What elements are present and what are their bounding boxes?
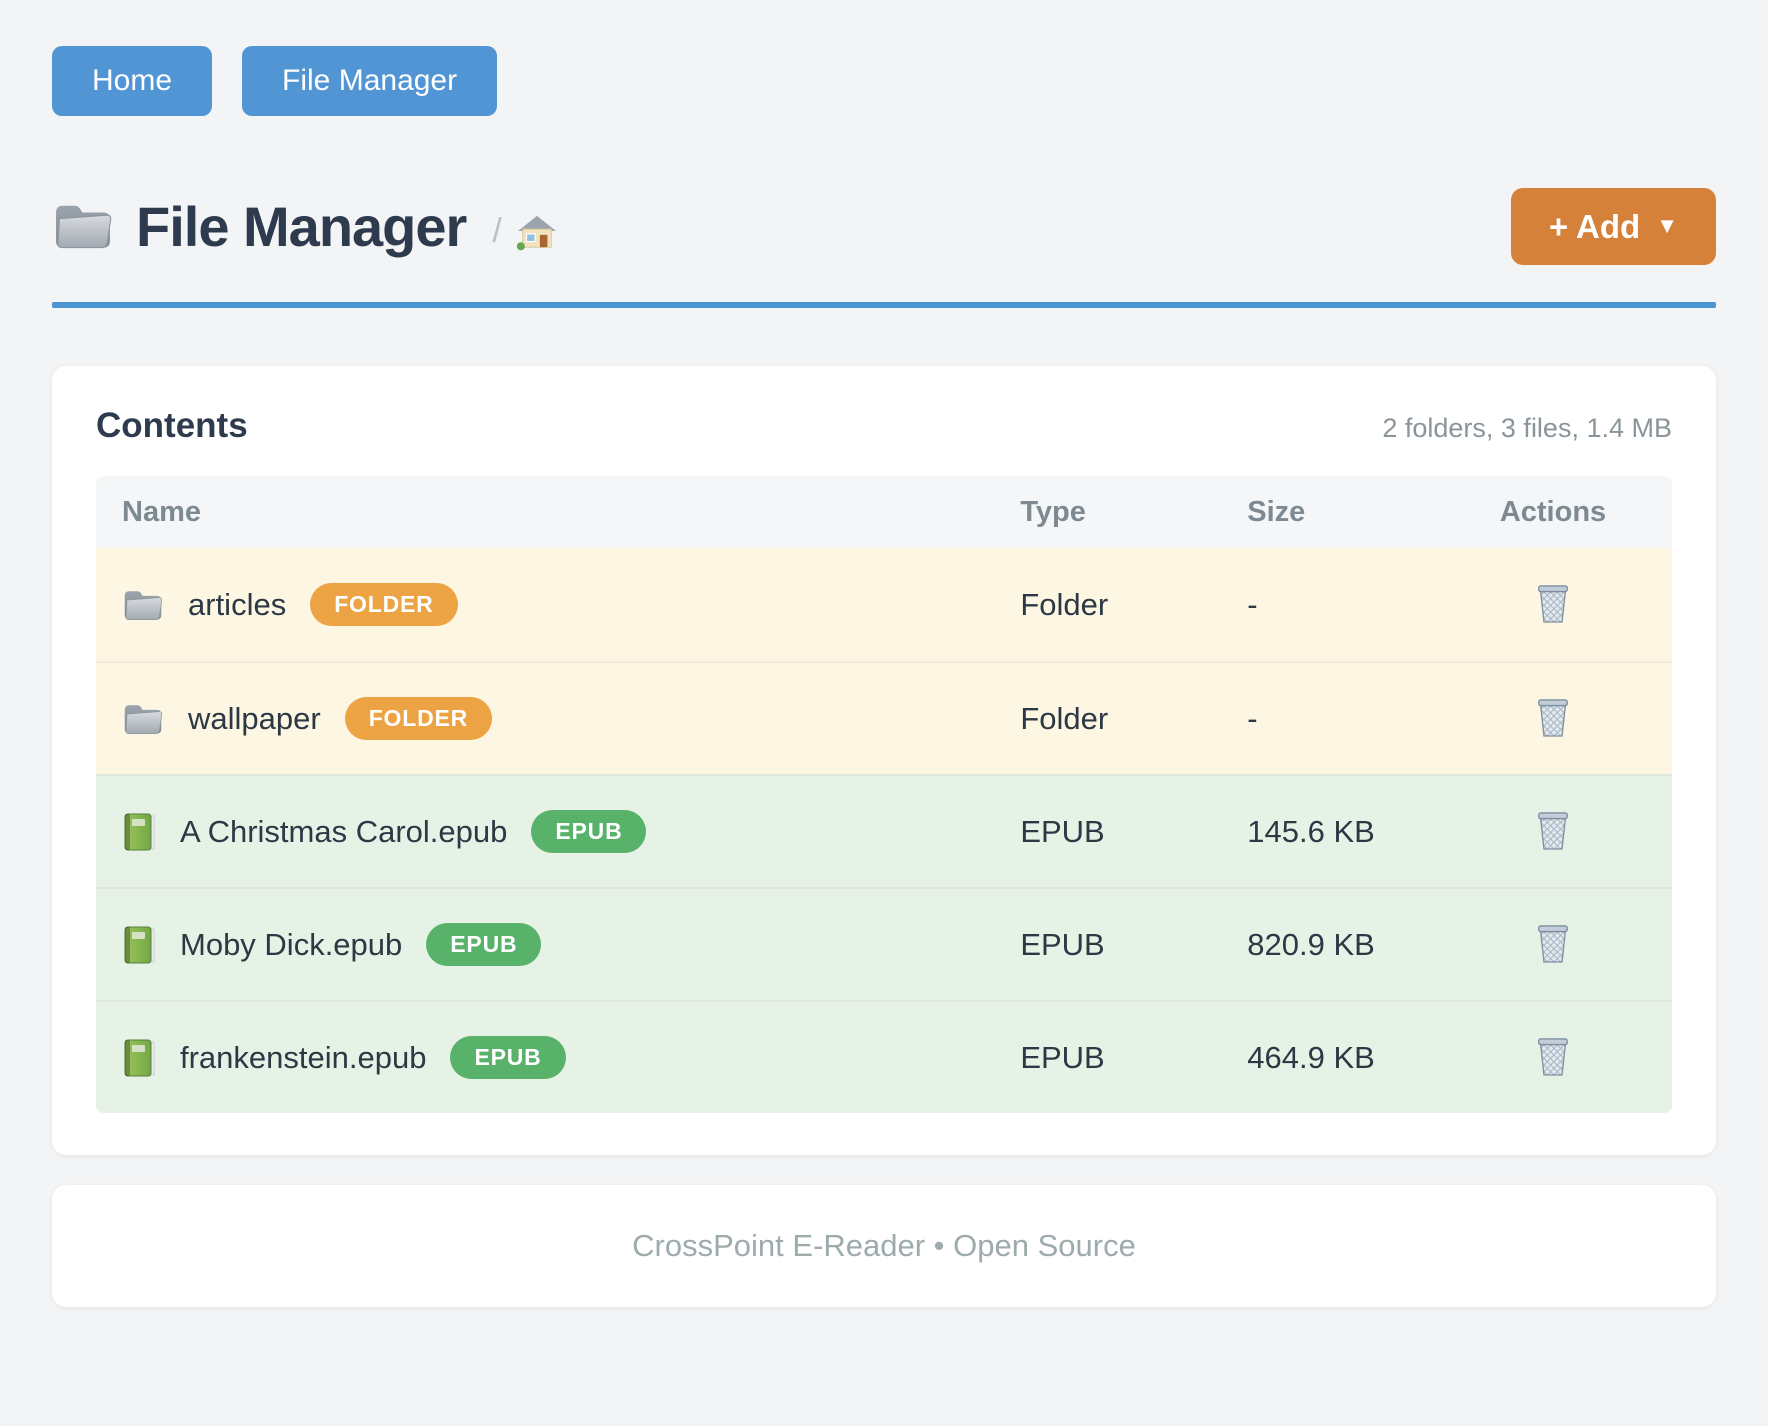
contents-summary: 2 folders, 3 files, 1.4 MB — [1382, 413, 1672, 443]
name-cell: articles FOLDER — [96, 583, 994, 626]
file-name: frankenstein.epub — [180, 1039, 427, 1075]
column-header-size: Size — [1247, 495, 1306, 528]
actions-cell — [1434, 918, 1672, 972]
green-book-icon — [124, 813, 155, 850]
add-button[interactable]: + Add ▼ — [1510, 187, 1716, 265]
cell-size: 820.9 KB — [1247, 926, 1375, 962]
chevron-down-icon: ▼ — [1656, 213, 1678, 238]
page-title: File Manager — [136, 194, 467, 258]
delete-button[interactable] — [1530, 692, 1576, 745]
table-row[interactable]: articles FOLDER Folder - — [96, 548, 1672, 661]
contents-card: Contents 2 folders, 3 files, 1.4 MB Name… — [52, 366, 1716, 1155]
table-row[interactable]: Moby Dick.epub EPUB EPUB 820.9 KB — [96, 887, 1672, 1000]
home-button[interactable]: Home — [52, 46, 213, 116]
delete-button[interactable] — [1530, 805, 1576, 858]
table-row[interactable]: A Christmas Carol.epub EPUB EPUB 145.6 K… — [96, 774, 1672, 887]
file-name: wallpaper — [188, 700, 321, 736]
house-icon[interactable] — [516, 213, 558, 251]
delete-button[interactable] — [1530, 1031, 1576, 1084]
table-header-row: Name Type Size Actions — [96, 476, 1672, 548]
header-divider — [52, 302, 1716, 308]
breadcrumb-separator: / — [492, 211, 502, 250]
trash-icon — [1538, 811, 1568, 850]
contents-heading: Contents — [96, 406, 248, 445]
trash-icon — [1538, 924, 1568, 963]
green-book-icon — [124, 926, 155, 963]
file-name: articles — [188, 586, 287, 622]
folder-icon — [124, 590, 163, 620]
cell-type: EPUB — [1020, 926, 1105, 962]
actions-cell — [1434, 578, 1672, 632]
table-body: articles FOLDER Folder - — [96, 548, 1672, 1113]
delete-button[interactable] — [1530, 918, 1576, 971]
add-button-label: + Add — [1548, 207, 1641, 245]
column-header-name: Name — [122, 495, 201, 528]
title-wrap: File Manager / — [52, 194, 558, 259]
name-cell: frankenstein.epub EPUB — [96, 1036, 994, 1079]
cell-size: - — [1247, 586, 1258, 622]
card-head: Contents 2 folders, 3 files, 1.4 MB — [96, 406, 1672, 446]
delete-button[interactable] — [1530, 578, 1576, 631]
actions-cell — [1434, 1031, 1672, 1085]
file-manager-button[interactable]: File Manager — [242, 46, 498, 116]
type-badge: EPUB — [450, 1036, 566, 1079]
footer-text: CrossPoint E-Reader • Open Source — [632, 1228, 1136, 1263]
folder-icon — [56, 205, 112, 249]
cell-size: 464.9 KB — [1247, 1039, 1375, 1075]
name-cell: A Christmas Carol.epub EPUB — [96, 810, 994, 853]
cell-type: EPUB — [1020, 1039, 1105, 1075]
cell-type: EPUB — [1020, 813, 1105, 849]
footer: CrossPoint E-Reader • Open Source — [52, 1185, 1716, 1307]
name-cell: Moby Dick.epub EPUB — [96, 923, 994, 966]
file-name: Moby Dick.epub — [180, 926, 403, 962]
cell-type: Folder — [1020, 700, 1109, 736]
page-header: File Manager / + Add ▼ — [52, 180, 1716, 272]
column-header-actions: Actions — [1499, 495, 1607, 528]
file-name: A Christmas Carol.epub — [180, 813, 508, 849]
page: Home File Manager File Manager / + Add ▼ — [0, 46, 1768, 1307]
actions-cell — [1434, 692, 1672, 746]
cell-size: - — [1247, 700, 1258, 736]
file-table: Name Type Size Actions articles FOLDER F… — [96, 476, 1672, 1113]
actions-cell — [1434, 805, 1672, 859]
cell-size: 145.6 KB — [1247, 813, 1375, 849]
cell-type: Folder — [1020, 586, 1109, 622]
top-nav: Home File Manager — [52, 46, 1716, 116]
trash-icon — [1538, 584, 1568, 623]
trash-icon — [1538, 698, 1568, 737]
green-book-icon — [124, 1039, 155, 1076]
type-badge: EPUB — [426, 923, 542, 966]
table-row[interactable]: wallpaper FOLDER Folder - — [96, 661, 1672, 774]
type-badge: FOLDER — [344, 697, 493, 740]
name-cell: wallpaper FOLDER — [96, 697, 994, 740]
type-badge: EPUB — [531, 810, 647, 853]
trash-icon — [1538, 1037, 1568, 1076]
table-row[interactable]: frankenstein.epub EPUB EPUB 464.9 KB — [96, 1000, 1672, 1113]
type-badge: FOLDER — [310, 583, 458, 626]
column-header-type: Type — [1020, 495, 1086, 528]
folder-icon — [124, 704, 163, 734]
